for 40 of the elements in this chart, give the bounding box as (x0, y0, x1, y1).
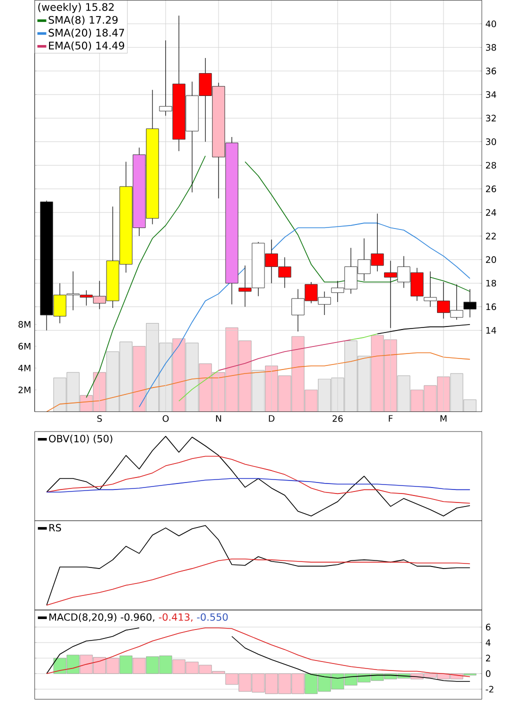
y-tick-label: 40 (486, 20, 496, 28)
y2-tick-label: 4M (18, 364, 31, 372)
y-tick-label: 26 (486, 186, 496, 192)
legend-label: EMA(50) 14.49 (49, 41, 124, 51)
y2-tick-label: 2M (18, 386, 31, 394)
annotation: -0.550 (197, 613, 228, 621)
x-tick-label: M (440, 415, 447, 422)
legend-label: SMA(20) 18.47 (48, 28, 124, 38)
y-tick-label: 2 (486, 654, 490, 662)
candlestick (464, 288, 477, 318)
y-tick-label: 16 (486, 303, 496, 310)
x-tick-label: N (216, 415, 222, 422)
y-tick-label: 24 (486, 209, 496, 216)
legend-label: OBV(10) (50) (49, 434, 113, 444)
x-tick-label: S (98, 415, 102, 422)
legend-title: (weekly) 15.82 (38, 2, 114, 13)
y-tick-label: 22 (486, 232, 496, 240)
x-tick-label: O (162, 415, 169, 422)
legend-label: RS (50, 524, 62, 532)
y-tick-label: 38 (486, 44, 496, 51)
x-tick-label: D (269, 415, 275, 422)
y-tick-label: 20 (486, 256, 496, 263)
legend-label: MACD(8,20,9) -0.960, (50, 613, 155, 622)
y-tick-label: 36 (486, 68, 496, 74)
y-tick-label: 28 (486, 162, 496, 169)
y-tick-label: 14 (486, 327, 496, 334)
y-tick-label: 32 (486, 114, 496, 122)
y-tick-label: 34 (486, 91, 496, 98)
y-tick-label: 18 (486, 280, 496, 287)
y2-tick-label: 8M (18, 321, 31, 328)
legend-label: SMA(8) 17.29 (48, 16, 118, 26)
y-tick-label: 30 (486, 138, 496, 146)
y2-tick-label: 6M (18, 342, 31, 350)
x-tick-label: 26 (332, 415, 343, 422)
y-tick-label: 0 (486, 670, 491, 677)
y-tick-label: 6 (486, 624, 491, 630)
x-tick-label: F (389, 415, 393, 422)
y-tick-label: -2 (486, 686, 494, 692)
series-label: -0.413, (159, 613, 193, 622)
y-tick-label: 4 (486, 639, 491, 646)
